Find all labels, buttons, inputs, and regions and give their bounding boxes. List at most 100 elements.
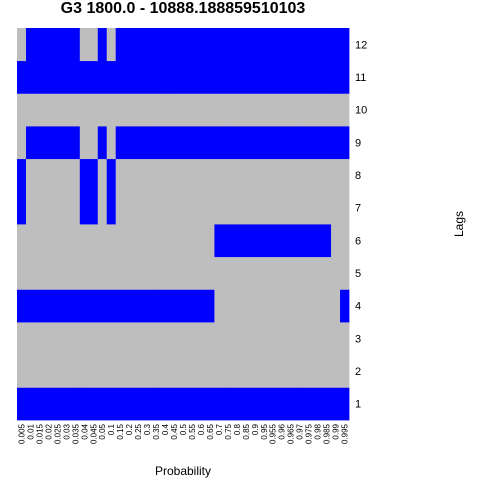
- heatmap-cell: [17, 354, 27, 388]
- heatmap-cell: [142, 126, 152, 160]
- heatmap-cell: [313, 354, 323, 388]
- heatmap-cell: [124, 289, 135, 323]
- heatmap-cell: [214, 354, 224, 388]
- heatmap-cell: [187, 158, 197, 192]
- heatmap-cell: [115, 158, 126, 192]
- heatmap-cell: [259, 224, 269, 258]
- heatmap-cell: [133, 93, 144, 127]
- heatmap-cell: [259, 158, 269, 192]
- heatmap-cell: [106, 289, 117, 323]
- heatmap-cell: [205, 387, 215, 421]
- heatmap-cell: [322, 93, 332, 127]
- heatmap-cell: [286, 387, 296, 421]
- heatmap-cell: [214, 158, 224, 192]
- heatmap-cell: [79, 289, 90, 323]
- heatmap-cell: [25, 93, 36, 127]
- heatmap-cell: [169, 224, 179, 258]
- heatmap-cell: [70, 289, 81, 323]
- heatmap-cell: [313, 256, 323, 290]
- heatmap-cell: [52, 387, 63, 421]
- heatmap-cell: [304, 322, 314, 356]
- heatmap-cell: [88, 93, 99, 127]
- heatmap-cell: [169, 158, 179, 192]
- heatmap-cell: [268, 322, 278, 356]
- heatmap-cell: [88, 289, 99, 323]
- heatmap-cell: [286, 289, 296, 323]
- heatmap-cell: [52, 93, 63, 127]
- heatmap-cell: [205, 28, 215, 62]
- heatmap-cell: [331, 191, 341, 225]
- heatmap-cell: [106, 224, 117, 258]
- heatmap-cell: [169, 93, 179, 127]
- heatmap-cell: [178, 158, 188, 192]
- heatmap-cell: [43, 60, 54, 94]
- heatmap-cell: [313, 126, 323, 160]
- heatmap-cell: [17, 387, 27, 421]
- heatmap-cell: [331, 60, 341, 94]
- heatmap-cell: [88, 322, 99, 356]
- heatmap-cell: [160, 60, 170, 94]
- heatmap-cell: [223, 289, 233, 323]
- heatmap-cell: [79, 93, 90, 127]
- heatmap-cell: [151, 28, 161, 62]
- heatmap-cell: [133, 256, 144, 290]
- heatmap-cell: [70, 322, 81, 356]
- heatmap-cell: [97, 289, 108, 323]
- heatmap-cell: [304, 289, 314, 323]
- heatmap-cell: [214, 191, 224, 225]
- heatmap-cell: [322, 354, 332, 388]
- heatmap-cell: [43, 191, 54, 225]
- heatmap-cell: [331, 28, 341, 62]
- x-tick-label: 0.03: [62, 423, 71, 439]
- heatmap-cell: [160, 28, 170, 62]
- heatmap-cell: [124, 354, 135, 388]
- heatmap-cell: [70, 158, 81, 192]
- heatmap-cell: [88, 126, 99, 160]
- heatmap-cell: [97, 126, 108, 160]
- y-tick-label: 7: [355, 203, 361, 215]
- heatmap-cell: [340, 289, 350, 323]
- heatmap-cell: [52, 158, 63, 192]
- heatmap-cell: [34, 224, 45, 258]
- heatmap-cell: [34, 387, 45, 421]
- heatmap-cell: [187, 289, 197, 323]
- heatmap-cell: [25, 289, 36, 323]
- heatmap-cell: [295, 191, 305, 225]
- heatmap-cell: [223, 256, 233, 290]
- heatmap-cell: [160, 93, 170, 127]
- heatmap-cell: [133, 289, 144, 323]
- heatmap-cell: [169, 126, 179, 160]
- heatmap-cell: [115, 93, 126, 127]
- heatmap-cell: [178, 322, 188, 356]
- heatmap-cell: [277, 93, 287, 127]
- heatmap-cell: [187, 256, 197, 290]
- heatmap-cell: [142, 322, 152, 356]
- heatmap-cell: [25, 256, 36, 290]
- heatmap-cell: [133, 60, 144, 94]
- heatmap-cell: [322, 322, 332, 356]
- heatmap-cell: [142, 158, 152, 192]
- heatmap-cell: [304, 191, 314, 225]
- chart-title: G3 1800.0 - 10888.188859510103: [61, 0, 306, 17]
- heatmap-cell: [295, 289, 305, 323]
- heatmap-cell: [97, 28, 108, 62]
- heatmap-cell: [61, 256, 72, 290]
- heatmap-cell: [133, 126, 144, 160]
- x-tick-label: 0.75: [224, 423, 233, 439]
- heatmap-cell: [214, 322, 224, 356]
- heatmap-cell: [97, 387, 108, 421]
- heatmap-cell: [277, 289, 287, 323]
- heatmap-cell: [223, 322, 233, 356]
- heatmap-cell: [331, 93, 341, 127]
- heatmap-cell: [295, 256, 305, 290]
- heatmap-cell: [133, 387, 144, 421]
- heatmap-cell: [295, 93, 305, 127]
- heatmap-cell: [277, 28, 287, 62]
- heatmap-cell: [331, 224, 341, 258]
- heatmap-cell: [97, 158, 108, 192]
- heatmap-cell: [43, 224, 54, 258]
- heatmap-cell: [25, 354, 36, 388]
- heatmap-cell: [313, 93, 323, 127]
- x-tick-label: 0.96: [278, 423, 287, 439]
- heatmap-cell: [61, 158, 72, 192]
